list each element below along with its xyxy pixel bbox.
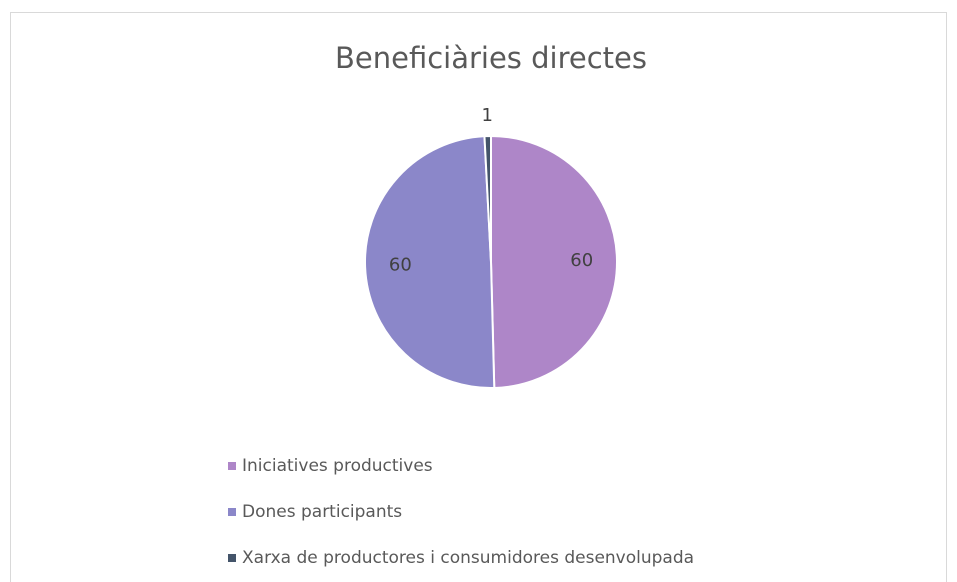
legend-label: Xarxa de productores i consumidores dese… (242, 548, 694, 568)
legend-marker (228, 462, 236, 470)
chart-title: Beneficiàries directes (335, 41, 647, 75)
legend-label: Dones participants (242, 502, 402, 522)
legend-marker (228, 554, 236, 562)
pie-slice (483, 134, 492, 263)
data-label: 60 (389, 255, 412, 276)
legend-label: Iniciatives productives (242, 456, 433, 476)
data-label: 1 (481, 105, 492, 126)
pie-slice (364, 135, 496, 389)
legend-marker (228, 508, 236, 516)
data-label: 60 (570, 250, 593, 271)
pie-slice (490, 134, 619, 389)
